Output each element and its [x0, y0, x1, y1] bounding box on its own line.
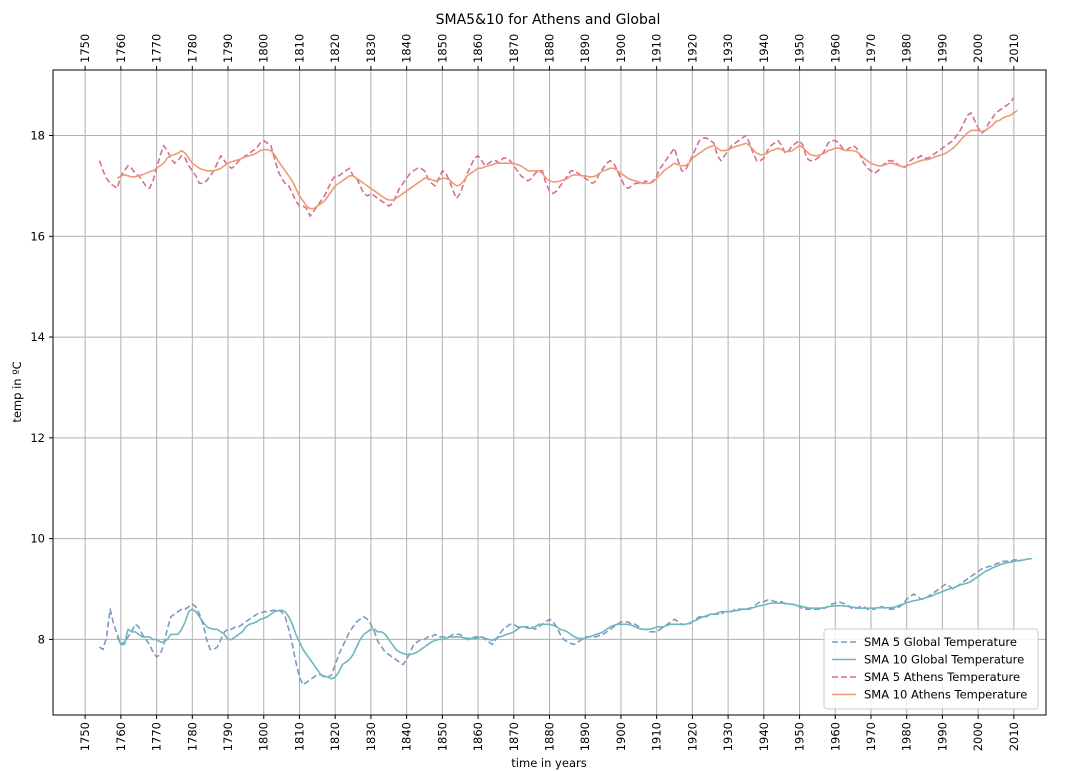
grid — [53, 70, 1046, 715]
x-tick-label: 1850 — [435, 722, 449, 751]
y-axis: 8 10 12 14 16 18 — [30, 129, 53, 646]
x-top-tick-label: 1970 — [864, 34, 878, 63]
x-tick-label: 1880 — [543, 722, 557, 751]
x-tick-label: 1890 — [578, 722, 592, 751]
x-top-tick-label: 1780 — [185, 34, 199, 63]
x-tick-label: 1950 — [793, 722, 807, 751]
legend-box — [823, 628, 1039, 710]
x-top-tick-label: 1830 — [364, 34, 378, 63]
x-top-tick-label: 1910 — [650, 34, 664, 63]
series-line-2 — [116, 557, 1032, 680]
chart-title: SMA5&10 for Athens and Global — [436, 12, 661, 28]
x-top-tick-label: 1860 — [471, 34, 485, 63]
x-tick-label: 1870 — [507, 722, 521, 751]
y-tick-label: 10 — [30, 532, 45, 546]
series-line-3 — [98, 97, 1015, 217]
y-axis-title: temp in ºC — [10, 361, 24, 422]
x-top-tick-label: 1760 — [114, 34, 128, 63]
x-tick-label: 1840 — [400, 722, 414, 751]
legend-label: SMA 10 Global Temperature — [864, 653, 1024, 667]
x-top-tick-label: 1980 — [900, 34, 914, 63]
x-top-tick-label: 1790 — [221, 34, 235, 63]
y-tick-label: 14 — [30, 330, 45, 344]
x-tick-label: 1820 — [328, 722, 342, 751]
x-tick-label: 1960 — [828, 722, 842, 751]
legend-label: SMA 10 Athens Temperature — [864, 688, 1027, 702]
x-tick-label: 1830 — [364, 722, 378, 751]
x-top-tick-label: 1920 — [685, 34, 699, 63]
y-tick-label: 16 — [30, 229, 45, 243]
x-top-tick-label: 1870 — [507, 34, 521, 63]
x-tick-label: 1920 — [685, 722, 699, 751]
legend-label: SMA 5 Global Temperature — [864, 635, 1017, 649]
x-tick-label: 1750 — [78, 722, 92, 751]
x-top-tick-label: 1810 — [292, 34, 306, 63]
x-top-tick-label: 1880 — [543, 34, 557, 63]
x-top-tick-label: 1930 — [721, 34, 735, 63]
y-tick-label: 12 — [30, 431, 45, 445]
x-top-tick-label: 1820 — [328, 34, 342, 63]
x-top-tick-label: 1770 — [150, 34, 164, 63]
x-axis-bottom: 1750 1760 1770 1780 1790 1800 1810 1820 1830 1840… — [78, 715, 1021, 751]
x-top-tick-label: 1950 — [793, 34, 807, 63]
x-tick-label: 2000 — [971, 722, 985, 751]
x-top-tick-label: 1990 — [935, 34, 949, 63]
x-tick-label: 1970 — [864, 722, 878, 751]
x-tick-label: 1940 — [757, 722, 771, 751]
x-tick-label: 1760 — [114, 722, 128, 751]
series-layer — [98, 97, 1032, 686]
x-top-tick-label: 1890 — [578, 34, 592, 63]
x-tick-label: 1990 — [935, 722, 949, 751]
y-tick-label: 18 — [30, 129, 45, 143]
x-axis-top: 1750 1760 1770 1780 1790 1800 1810 1820 1830 1840… — [78, 34, 1021, 70]
series-line-4 — [116, 109, 1018, 210]
x-top-tick-label: 2000 — [971, 34, 985, 63]
x-top-tick-label: 1940 — [757, 34, 771, 63]
x-tick-label: 1910 — [650, 722, 664, 751]
x-tick-label: 1770 — [150, 722, 164, 751]
series-line-1 — [98, 559, 1022, 686]
x-top-tick-label: 1850 — [435, 34, 449, 63]
x-top-tick-label: 2010 — [1007, 34, 1021, 63]
x-top-tick-label: 1900 — [614, 34, 628, 63]
x-tick-label: 1790 — [221, 722, 235, 751]
x-tick-label: 2010 — [1007, 722, 1021, 751]
x-top-tick-label: 1840 — [400, 34, 414, 63]
x-tick-label: 1800 — [257, 722, 271, 751]
x-top-tick-label: 1750 — [78, 34, 92, 63]
x-axis-title: time in years — [511, 756, 586, 770]
x-tick-label: 1810 — [292, 722, 306, 751]
legend-label: SMA 5 Athens Temperature — [864, 670, 1020, 684]
y-tick-label: 8 — [38, 632, 45, 646]
legend: SMA 5 Global Temperature SMA 10 Global Te… — [823, 628, 1039, 710]
x-tick-label: 1780 — [185, 722, 199, 751]
x-tick-label: 1930 — [721, 722, 735, 751]
x-tick-label: 1900 — [614, 722, 628, 751]
x-tick-label: 1860 — [471, 722, 485, 751]
x-top-tick-label: 1800 — [257, 34, 271, 63]
x-top-tick-label: 1960 — [828, 34, 842, 63]
x-tick-label: 1980 — [900, 722, 914, 751]
